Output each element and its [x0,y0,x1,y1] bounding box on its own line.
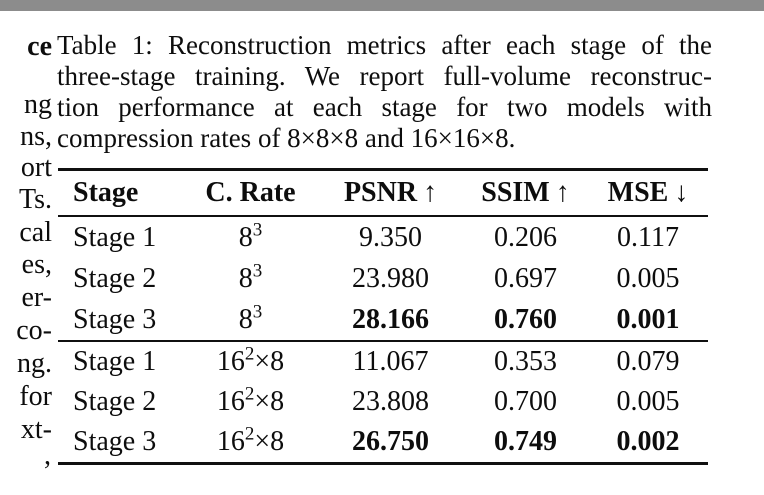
cell-ssim: 0.353 [494,346,557,377]
left-column-fragment: ng [24,89,52,120]
crate-exponent: 3 [252,260,263,282]
left-column-fragment: for [19,381,52,412]
cell-ssim: 0.206 [494,221,557,253]
header-stage: Stage [58,177,183,209]
cell-psnr: 9.350 [359,221,422,253]
caption-line: tion performance at each stage for two m… [57,92,712,122]
header-label: C. Rate [205,177,296,208]
header-mse: MSE ↓ [588,177,708,209]
cell-psnr: 23.808 [352,386,429,417]
cell-psnr: 23.980 [352,262,429,294]
left-column-fragment: co- [16,315,52,346]
crate-exponent: 3 [252,301,263,323]
header-label: Stage [73,177,139,208]
left-column-fragment: xt- [20,414,52,445]
crate-base: 16 [216,346,245,377]
header-label: MSE [607,177,669,208]
crate-rest: ×8 [254,346,285,377]
cell-ssim: 0.760 [494,303,557,335]
cell-stage: Stage 3 [73,303,157,335]
cell-ssim: 0.749 [494,426,557,457]
left-column-fragment: ’ [42,456,52,487]
left-column-fragment: ort [20,152,52,183]
header-ssim: SSIM ↑ [463,177,588,209]
cell-crate: 162×8 [183,383,318,418]
table-caption: Table 1: Reconstruction metrics after ea… [57,30,712,154]
table-header-rule [58,215,708,217]
crate-rest: ×8 [254,386,285,417]
cell-mse: 0.002 [616,426,680,457]
crate-base: 8 [238,303,253,335]
table-row: Stage 2 162×8 23.808 0.700 0.005 [58,382,708,422]
cell-crate: 162×8 [183,343,318,378]
cell-crate: 83 [183,301,318,336]
left-column-fragment: cal [19,217,52,248]
cell-psnr: 26.750 [352,426,429,457]
left-column-fragment: er- [21,282,52,313]
cell-stage: Stage 2 [73,386,157,417]
cell-mse: 0.005 [616,262,680,294]
crate-exponent: 2 [244,383,255,405]
table-row: Stage 2 83 23.980 0.697 0.005 [58,258,708,299]
metrics-table: Stage C. Rate PSNR ↑ SSIM ↑ MSE ↓ Stage 1 8… [58,168,708,465]
window-top-strip [0,0,764,11]
cell-crate: 83 [183,219,318,254]
cell-mse: 0.005 [616,386,680,417]
crate-base: 8 [238,262,253,294]
header-label: SSIM [481,177,550,208]
crate-exponent: 2 [244,343,255,365]
caption-line: Table 1: Reconstruction metrics after ea… [57,30,712,60]
cell-stage: Stage 3 [73,426,157,457]
cell-crate: 83 [183,260,318,295]
cell-mse: 0.079 [616,346,680,377]
crate-rest: ×8 [254,426,285,457]
crate-exponent: 2 [244,423,255,445]
cell-stage: Stage 1 [73,221,157,253]
table-bottom-rule [58,462,708,465]
table-header-row: Stage C. Rate PSNR ↑ SSIM ↑ MSE ↓ [58,171,708,215]
cell-mse: 0.117 [617,221,679,253]
cell-stage: Stage 1 [73,346,157,377]
cell-stage: Stage 2 [73,262,157,294]
up-arrow-icon: ↑ [423,177,438,208]
table-row: Stage 1 83 9.350 0.206 0.117 [58,217,708,258]
table-mid-rule [58,340,708,342]
cell-psnr: 11.067 [352,346,429,377]
cell-mse: 0.001 [616,303,680,335]
left-column-fragment: es, [21,249,52,280]
up-arrow-icon: ↑ [555,177,570,208]
down-arrow-icon: ↓ [674,177,689,208]
cell-ssim: 0.700 [494,386,557,417]
table-row: Stage 3 162×8 26.750 0.749 0.002 [58,422,708,462]
cell-crate: 162×8 [183,423,318,458]
caption-line: three-stage training. We report full-vol… [57,61,712,91]
left-column-fragment: Ts. [18,184,52,215]
header-label: PSNR [343,177,418,208]
crate-exponent: 3 [252,219,263,241]
left-column-fragment: ng. [17,348,52,379]
header-crate: C. Rate [183,177,318,209]
table-row: Stage 3 83 28.166 0.760 0.001 [58,299,708,340]
header-psnr: PSNR ↑ [318,177,463,209]
cell-ssim: 0.697 [494,262,557,294]
table-row: Stage 1 162×8 11.067 0.353 0.079 [58,342,708,382]
left-column-fragment: ce [27,31,52,62]
table-top-rule [58,168,708,171]
crate-base: 16 [216,426,245,457]
cell-psnr: 28.166 [352,303,429,335]
crate-base: 16 [216,386,245,417]
left-column-fragment: ns, [20,121,52,152]
caption-line: compression rates of 8×8×8 and 16×16×8. [57,123,516,153]
crate-base: 8 [238,221,253,253]
